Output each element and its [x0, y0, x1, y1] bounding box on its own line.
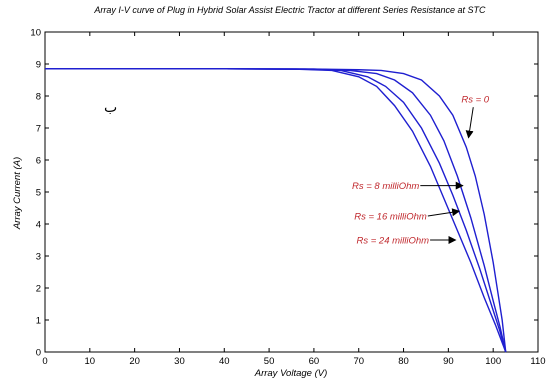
annotation-label: Rs = 16 milliOhm [354, 212, 427, 223]
y-tick-label: 10 [30, 28, 41, 39]
chart-title: Array I-V curve of Plug in Hybrid Solar … [93, 5, 486, 15]
x-tick-label: 70 [353, 356, 364, 367]
y-tick-label: 3 [36, 252, 41, 263]
x-tick-label: 40 [219, 356, 230, 367]
annotation-label: Rs = 24 milliOhm [356, 236, 429, 247]
y-tick-label: 6 [36, 156, 41, 167]
y-tick-label: 9 [36, 60, 41, 71]
x-tick-label: 60 [309, 356, 320, 367]
x-tick-label: 110 [530, 356, 545, 367]
y-tick-label: 8 [36, 92, 41, 103]
annotation-label: Rs = 8 milliOhm [352, 181, 419, 192]
y-tick-label: 0 [36, 348, 41, 359]
y-tick-label: 5 [36, 188, 41, 199]
x-tick-label: 30 [174, 356, 185, 367]
annotation-arrow [427, 208, 461, 217]
annotation-arrow [465, 107, 474, 139]
x-tick-label: 50 [264, 356, 275, 367]
x-tick-label: 90 [443, 356, 454, 367]
x-tick-label: 100 [485, 356, 501, 367]
y-tick-label: 2 [36, 284, 41, 295]
plot-area: 0 10 20 30 40 50 60 70 80 90 100 110 0 1 2 3 4 5 6 7 8 9 10 Rs … [30, 28, 545, 368]
x-tick-label: 0 [42, 356, 47, 367]
x-axis-label: Array Voltage (V) [254, 368, 328, 379]
y-axis-label: Array Current (A) [12, 157, 23, 230]
y-tick-label: 4 [36, 220, 41, 231]
y-tick-label: 7 [36, 124, 41, 135]
series-line-4 [45, 68, 507, 353]
y-tick-label: 1 [36, 316, 41, 327]
x-tick-label: 10 [85, 356, 96, 367]
x-tick-label: 80 [398, 356, 409, 367]
plot-frame [44, 31, 539, 353]
x-tick-label: 20 [129, 356, 140, 367]
annotation-label: Rs = 0 [461, 95, 489, 106]
stray-arabic-glyph: ب [104, 100, 117, 116]
